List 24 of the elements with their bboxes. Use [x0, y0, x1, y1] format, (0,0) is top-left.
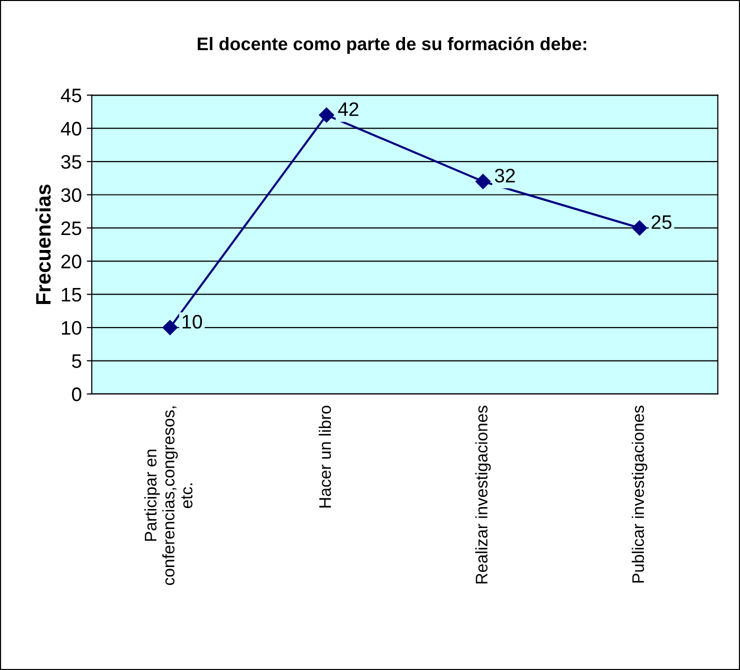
y-tick-label: 25 [61, 221, 82, 236]
x-tick-label: Publicar investigaciones [632, 406, 648, 582]
x-tick-label: Realizar investigaciones [475, 406, 491, 584]
x-tick-label: Hacer un libro [318, 406, 331, 508]
y-tick-label: 5 [72, 354, 82, 368]
y-tick-label: 40 [60, 122, 82, 136]
point [475, 174, 491, 190]
y-tick-label: 10 [62, 321, 82, 335]
point [162, 320, 178, 336]
y-axis-title: Frecuencias [35, 184, 51, 304]
y-tick-label: 35 [61, 155, 82, 169]
data-label: 10 [182, 314, 202, 329]
y-tick-label: 20 [61, 254, 82, 268]
data-label: 25 [652, 215, 672, 229]
x-tick-label: Participar en conferencias,congresos, etc. [144, 406, 192, 586]
data-label: 32 [494, 168, 515, 183]
y-tick-label: 15 [62, 288, 82, 302]
y-tick-label: 45 [60, 88, 82, 102]
data-label: 42 [338, 102, 358, 116]
y-tick-label: 0 [72, 387, 82, 402]
point [632, 220, 648, 236]
y-tick-label: 30 [61, 188, 82, 202]
point [318, 107, 334, 123]
chart-title: El docente como parte de su formación debe: [198, 36, 586, 54]
